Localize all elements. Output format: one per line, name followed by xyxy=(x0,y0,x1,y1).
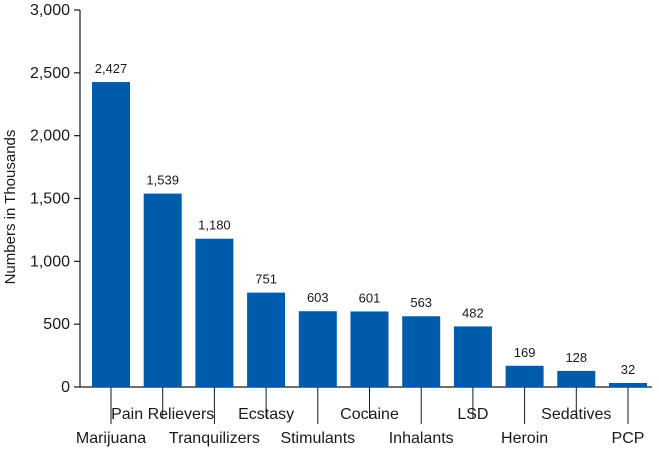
y-tick-label: 1,000 xyxy=(30,253,70,270)
bar xyxy=(298,311,337,387)
category-label: Heroin xyxy=(501,430,548,447)
value-label: 169 xyxy=(514,345,536,360)
category-label: PCP xyxy=(612,430,645,447)
category-label: Stimulants xyxy=(280,430,355,447)
category-label: Marijuana xyxy=(76,430,146,447)
bar xyxy=(609,382,647,387)
bar xyxy=(143,193,182,387)
value-label: 751 xyxy=(255,272,277,287)
bar xyxy=(505,365,544,387)
value-label: 601 xyxy=(359,290,381,305)
y-tick-label: 2,500 xyxy=(30,65,70,82)
value-label: 563 xyxy=(410,295,432,310)
y-tick-label: 0 xyxy=(61,379,70,396)
category-label: Cocaine xyxy=(340,406,399,423)
y-tick-label: 500 xyxy=(43,316,70,333)
bar xyxy=(402,316,441,387)
category-label: Pain Relievers xyxy=(111,406,214,423)
value-label: 1,539 xyxy=(146,173,179,188)
bars xyxy=(92,82,647,387)
value-label: 603 xyxy=(307,290,329,305)
value-label: 32 xyxy=(621,362,635,377)
y-axis-title-group: Numbers in Thousands xyxy=(2,130,19,285)
bar xyxy=(92,82,130,387)
category-label: Sedatives xyxy=(541,406,611,423)
bar xyxy=(247,292,286,387)
labels: 2,427 Marijuana 1,539 Pain Relievers 1,180 Tr… xyxy=(76,61,645,447)
y-tick-label: 2,000 xyxy=(30,128,70,145)
y-axis-title: Numbers in Thousands xyxy=(2,130,19,285)
value-label: 128 xyxy=(565,350,587,365)
category-label: Ecstasy xyxy=(238,406,294,423)
bar xyxy=(350,311,389,387)
category-label: Inhalants xyxy=(389,430,454,447)
y-tick-label: 1,500 xyxy=(30,191,70,208)
value-label: 1,180 xyxy=(198,218,231,233)
value-label: 2,427 xyxy=(95,61,128,76)
bar xyxy=(195,238,234,387)
bar xyxy=(453,326,492,387)
y-tick-label: 3,000 xyxy=(30,2,70,19)
value-label: 482 xyxy=(462,305,484,320)
category-label: LSD xyxy=(457,406,488,423)
category-label: Tranquilizers xyxy=(169,430,260,447)
axes: 0 500 1,000 1,500 2,000 2,500 3,000 xyxy=(30,2,652,396)
bar xyxy=(557,370,596,387)
